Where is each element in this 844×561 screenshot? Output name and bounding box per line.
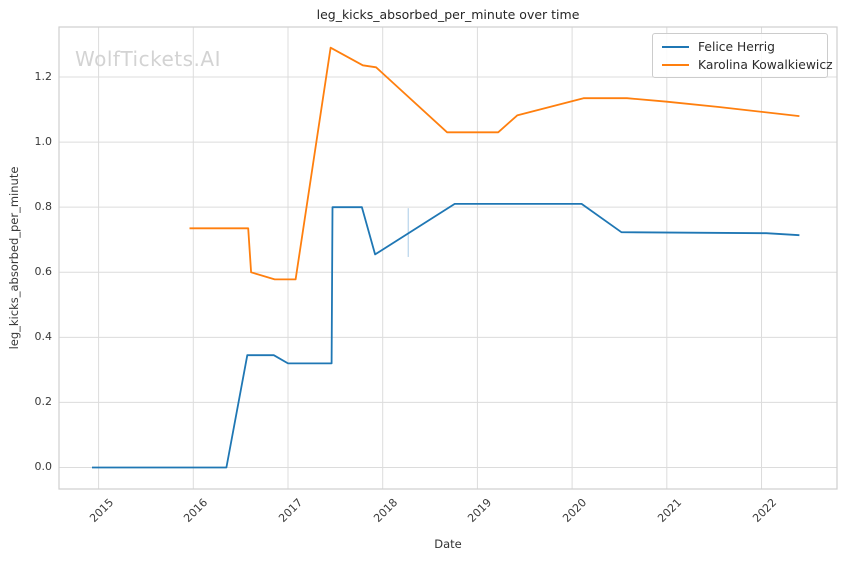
y-tick-label: 1.2 <box>34 70 53 83</box>
y-tick-label: 1.0 <box>34 135 53 149</box>
series-line-felice-herrig <box>92 202 800 469</box>
series-line-karolina-kowalkiewicz <box>189 46 800 281</box>
y-tick-label: 0.0 <box>34 460 53 474</box>
plot-border <box>58 26 838 490</box>
legend-line-swatch <box>662 45 689 48</box>
legend-entry-felice-herrig: Felice Herrig <box>662 39 818 54</box>
watermark: WolfTickets.AI <box>75 47 221 71</box>
x-axis-label: Date <box>434 537 462 551</box>
y-tick-label: 0.8 <box>34 200 53 214</box>
legend-label: Felice Herrig <box>698 39 775 54</box>
chart-title: leg_kicks_absorbed_per_minute over time <box>316 7 580 22</box>
y-tick-label: 0.4 <box>34 330 53 344</box>
y-tick-label: 0.6 <box>34 265 53 279</box>
legend-box: Felice Herrig Karolina Kowalkiewicz <box>652 33 833 78</box>
legend-entry-karolina-kowalkiewicz: Karolina Kowalkiewicz <box>662 57 833 72</box>
legend-label: Karolina Kowalkiewicz <box>698 57 833 72</box>
y-axis-label: leg_kicks_absorbed_per_minute <box>7 166 21 350</box>
y-tick-label: 0.2 <box>34 395 53 409</box>
legend-line-swatch <box>662 63 689 66</box>
